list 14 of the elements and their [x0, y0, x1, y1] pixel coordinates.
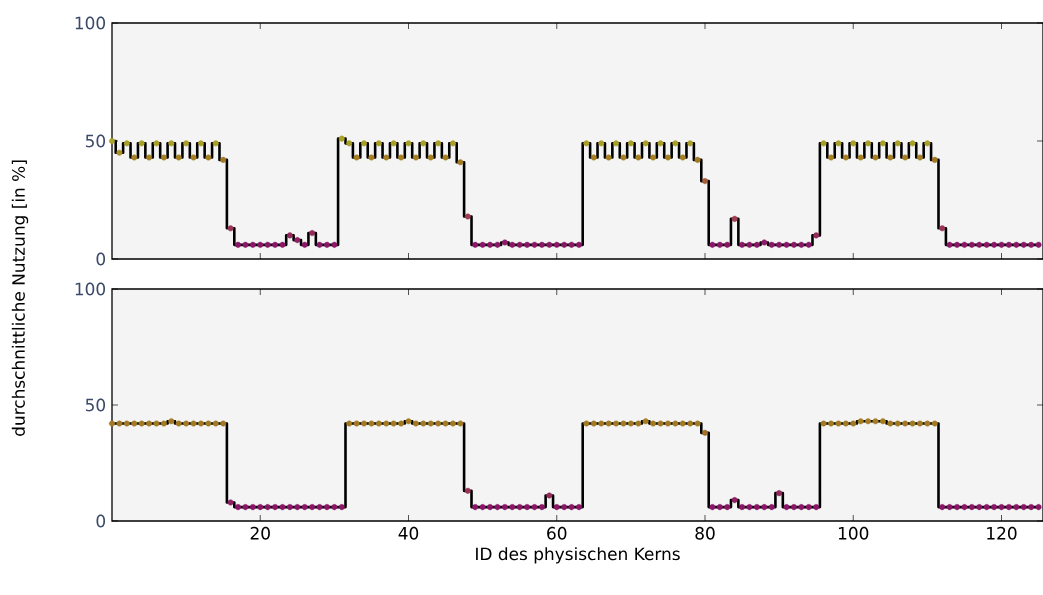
x-tick-label: 20: [250, 526, 270, 540]
y-tick-label: 50: [85, 134, 106, 148]
y-tick-label: 100: [75, 282, 106, 296]
x-tick-label: 80: [695, 526, 715, 540]
y-tick-label: 0: [96, 514, 106, 528]
y-tick-label: 50: [85, 398, 106, 412]
y-tick-label: 0: [96, 252, 106, 266]
x-tick-label: 60: [547, 526, 567, 540]
x-tick-label: 100: [838, 526, 869, 540]
y-axis-title: durchschnittliche Nutzung [in %]: [11, 160, 29, 436]
y-tick-label: 100: [75, 16, 106, 30]
x-axis-title: ID des physischen Kerns: [476, 547, 680, 564]
x-tick-label: 120: [987, 526, 1017, 540]
x-tick-label: 40: [398, 526, 419, 540]
